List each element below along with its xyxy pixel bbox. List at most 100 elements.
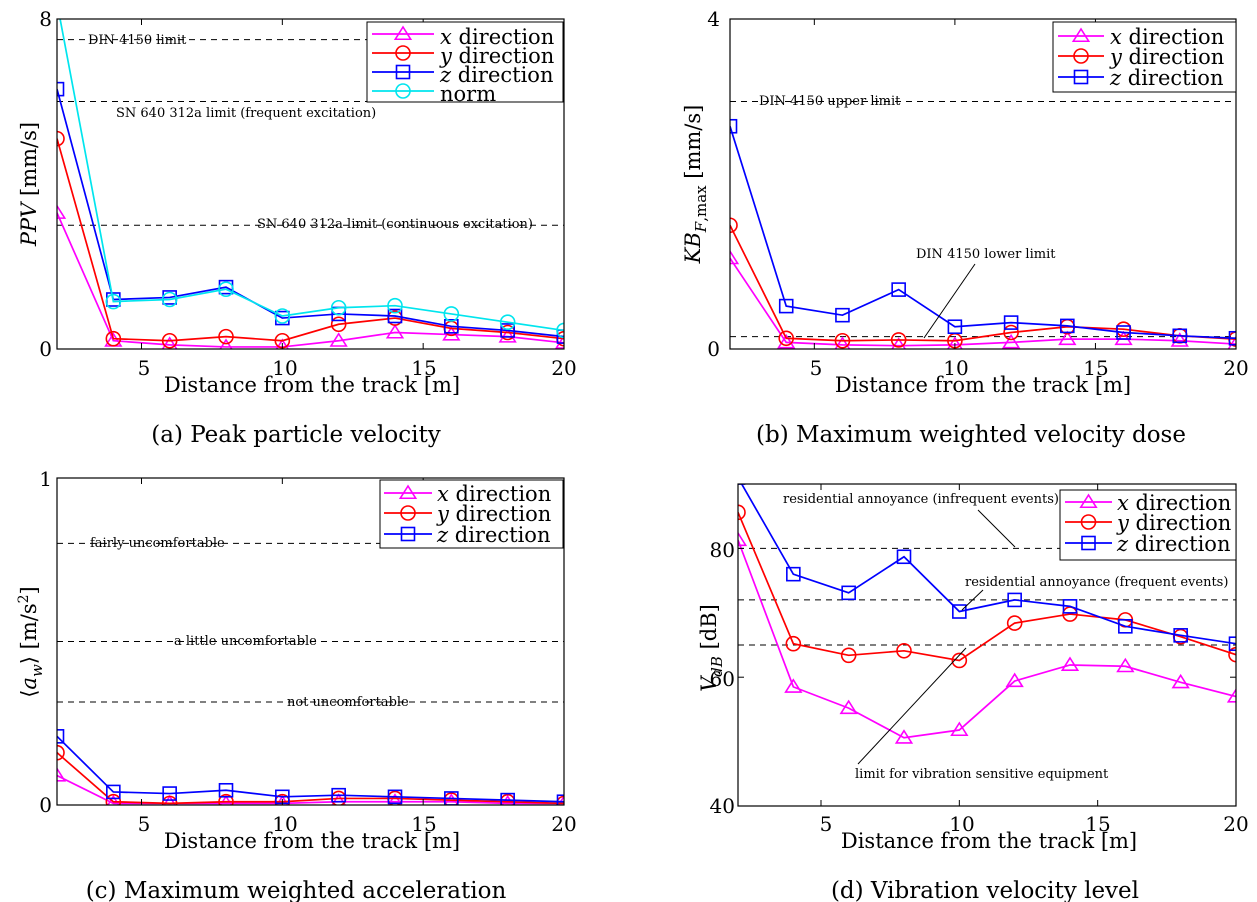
panel-a-x-point-2 xyxy=(57,204,67,219)
panel-a-z-point-2 xyxy=(57,81,65,97)
panel-b-xtick-15: 15 xyxy=(1083,356,1108,380)
panel-d-x-point-10 xyxy=(950,721,969,737)
panel-d-axes-frame xyxy=(737,483,1237,807)
panel-c-z-point-2 xyxy=(57,729,65,744)
panel-a-x-point-12 xyxy=(329,332,348,347)
panel-a-legend-z: z direction xyxy=(439,63,553,87)
panel-b-z-point-10 xyxy=(947,319,963,335)
panel-d-legend-z-marker xyxy=(1081,535,1096,551)
panel-c-legend-x-marker xyxy=(398,484,418,500)
panel-b-x-point-6 xyxy=(834,336,851,349)
panel-a-axes-frame xyxy=(56,18,565,350)
panel-c-series-z xyxy=(57,729,564,805)
panel-d-x-point-2 xyxy=(738,531,748,547)
panel-d-z-point-18 xyxy=(1173,628,1188,643)
panel-d-x-point-6 xyxy=(839,699,858,715)
panel-d-x-point-4 xyxy=(784,678,803,693)
panel-a-z-point-18 xyxy=(500,323,515,338)
panel-d-z-point-14 xyxy=(1062,599,1078,614)
panel-a-caption: (a) Peak particle velocity xyxy=(151,422,440,448)
panel-b-z-point-8 xyxy=(891,282,906,297)
panel-b-legend-y-marker xyxy=(1073,48,1089,64)
panel-b-legend: x direction y direction z direction xyxy=(1052,21,1237,93)
panel-a-plot xyxy=(56,18,565,350)
panel-d-z-point-8 xyxy=(896,549,912,565)
panel-c-x-point-2 xyxy=(57,767,67,782)
panel-b-series-x-line xyxy=(730,257,1236,347)
panel-c: 0 1 5 10 15 20 Distance from the track [… xyxy=(16,467,577,902)
panel-c-legend-z: z direction xyxy=(436,523,550,547)
panel-a-norm-point-14 xyxy=(387,297,403,314)
panel-d-series-z xyxy=(738,484,1236,652)
panel-d: 40 60 80 5 10 15 20 Distance from the tr… xyxy=(697,483,1249,902)
panel-d-y-point-12 xyxy=(1006,615,1023,631)
panel-a-legend-x: x direction xyxy=(440,25,554,49)
panel-c-ref-label-not: not uncomfortable xyxy=(287,695,409,710)
panel-a-norm-point-18 xyxy=(499,314,516,330)
panel-a-y-axis-label: PPV [mm/s] xyxy=(17,122,41,247)
panel-b-y-point-6 xyxy=(834,332,851,349)
panel-b-x-point-2 xyxy=(730,249,740,265)
panel-a-xtick-20: 20 xyxy=(551,356,576,380)
panel-d-ref-label-frequent: residential annoyance (frequent events) xyxy=(965,575,1228,590)
panel-a-y-point-2 xyxy=(57,130,65,147)
panel-d-ref-label-sensitive: limit for vibration sensitive equipment xyxy=(855,767,1109,782)
panel-b-x-point-10 xyxy=(946,336,963,349)
panel-a-xtick-5: 5 xyxy=(138,356,151,380)
panel-c-ytick-1: 1 xyxy=(39,467,52,491)
panel-a-norm-point-8 xyxy=(218,281,234,297)
panel-a-x-point-18 xyxy=(498,328,517,343)
panel-a-norm-point-16 xyxy=(443,306,460,322)
panel-a-norm-point-10 xyxy=(274,308,291,324)
panel-c-ref-label-fairly: fairly uncomfortable xyxy=(90,536,225,551)
panel-a-series-z-line xyxy=(57,88,564,338)
panel-b-z-point-18 xyxy=(1172,328,1188,344)
panel-b-z-point-12 xyxy=(1003,315,1019,330)
panel-c-y-axis-label: ⟨aw⟩ [m/s2] xyxy=(16,586,46,698)
panel-b-legend-z: z direction xyxy=(1109,66,1223,90)
panel-a-x-axis-label: Distance from the track [m] xyxy=(164,373,460,397)
panel-d-xtick-20: 20 xyxy=(1223,812,1248,836)
panel-d-legend: x direction y direction z direction xyxy=(1059,489,1237,561)
panel-b-legend-z-marker xyxy=(1073,69,1089,85)
panel-b-legend-x: x direction xyxy=(1110,25,1224,49)
panel-a-y-point-4 xyxy=(105,330,122,347)
panel-d-series-x xyxy=(738,531,1236,744)
panel-d-series-z-line xyxy=(740,484,1236,645)
panel-d-series-x-line xyxy=(738,539,1236,739)
panel-b-z-point-4 xyxy=(778,298,794,314)
panel-a: 0 8 5 10 15 20 Distance from the track [… xyxy=(17,7,577,448)
panel-d-ytick-80: 80 xyxy=(710,538,735,562)
panel-a-series-x-line xyxy=(57,212,564,348)
panel-a-legend-norm-marker xyxy=(395,83,411,99)
panel-d-series-y-line xyxy=(738,512,1236,662)
panel-a-ref-label-sn-continuous: SN 640 312a limit (continuous excitation… xyxy=(257,217,533,232)
panel-c-legend-y-marker xyxy=(400,505,416,521)
panel-d-ref-label-infrequent: residential annoyance (infrequent events… xyxy=(783,492,1059,507)
panel-a-norm-point-4 xyxy=(105,293,122,310)
panel-c-z-point-12 xyxy=(331,787,346,803)
panel-c-y-point-2 xyxy=(57,744,65,761)
panel-a-legend: x direction y direction z direction norm xyxy=(366,21,564,106)
panel-d-ref-label-frequent-pointer xyxy=(961,589,984,611)
panel-c-legend: x direction y direction z direction xyxy=(379,479,564,549)
panel-a-z-point-16 xyxy=(444,319,459,334)
panel-a-x-point-20 xyxy=(554,334,564,349)
panel-d-x-point-20 xyxy=(1226,688,1236,703)
panel-b-ytick-4: 4 xyxy=(707,7,720,31)
panel-d-x-point-16 xyxy=(1116,657,1135,673)
panel-d-y-axis-label: VdB [dB] xyxy=(697,604,726,692)
panel-c-legend-z-marker xyxy=(400,526,416,542)
panel-d-plot xyxy=(737,483,1237,807)
panel-b-legend-y: y direction xyxy=(1109,45,1224,69)
panel-a-series-norm xyxy=(59,19,564,339)
panel-d-x-point-12 xyxy=(1005,672,1024,688)
panel-c-y-point-4 xyxy=(105,793,122,805)
panel-a-ref-label-sn-frequent: SN 640 312a limit (frequent excitation) xyxy=(116,106,376,121)
panel-a-x-point-8 xyxy=(219,338,233,349)
panel-b-z-point-16 xyxy=(1116,325,1131,340)
panel-c-ref-label-little: a little uncomfortable xyxy=(174,634,317,649)
panel-d-xtick-15: 15 xyxy=(1085,812,1110,836)
panel-b-y-point-2 xyxy=(730,217,738,234)
